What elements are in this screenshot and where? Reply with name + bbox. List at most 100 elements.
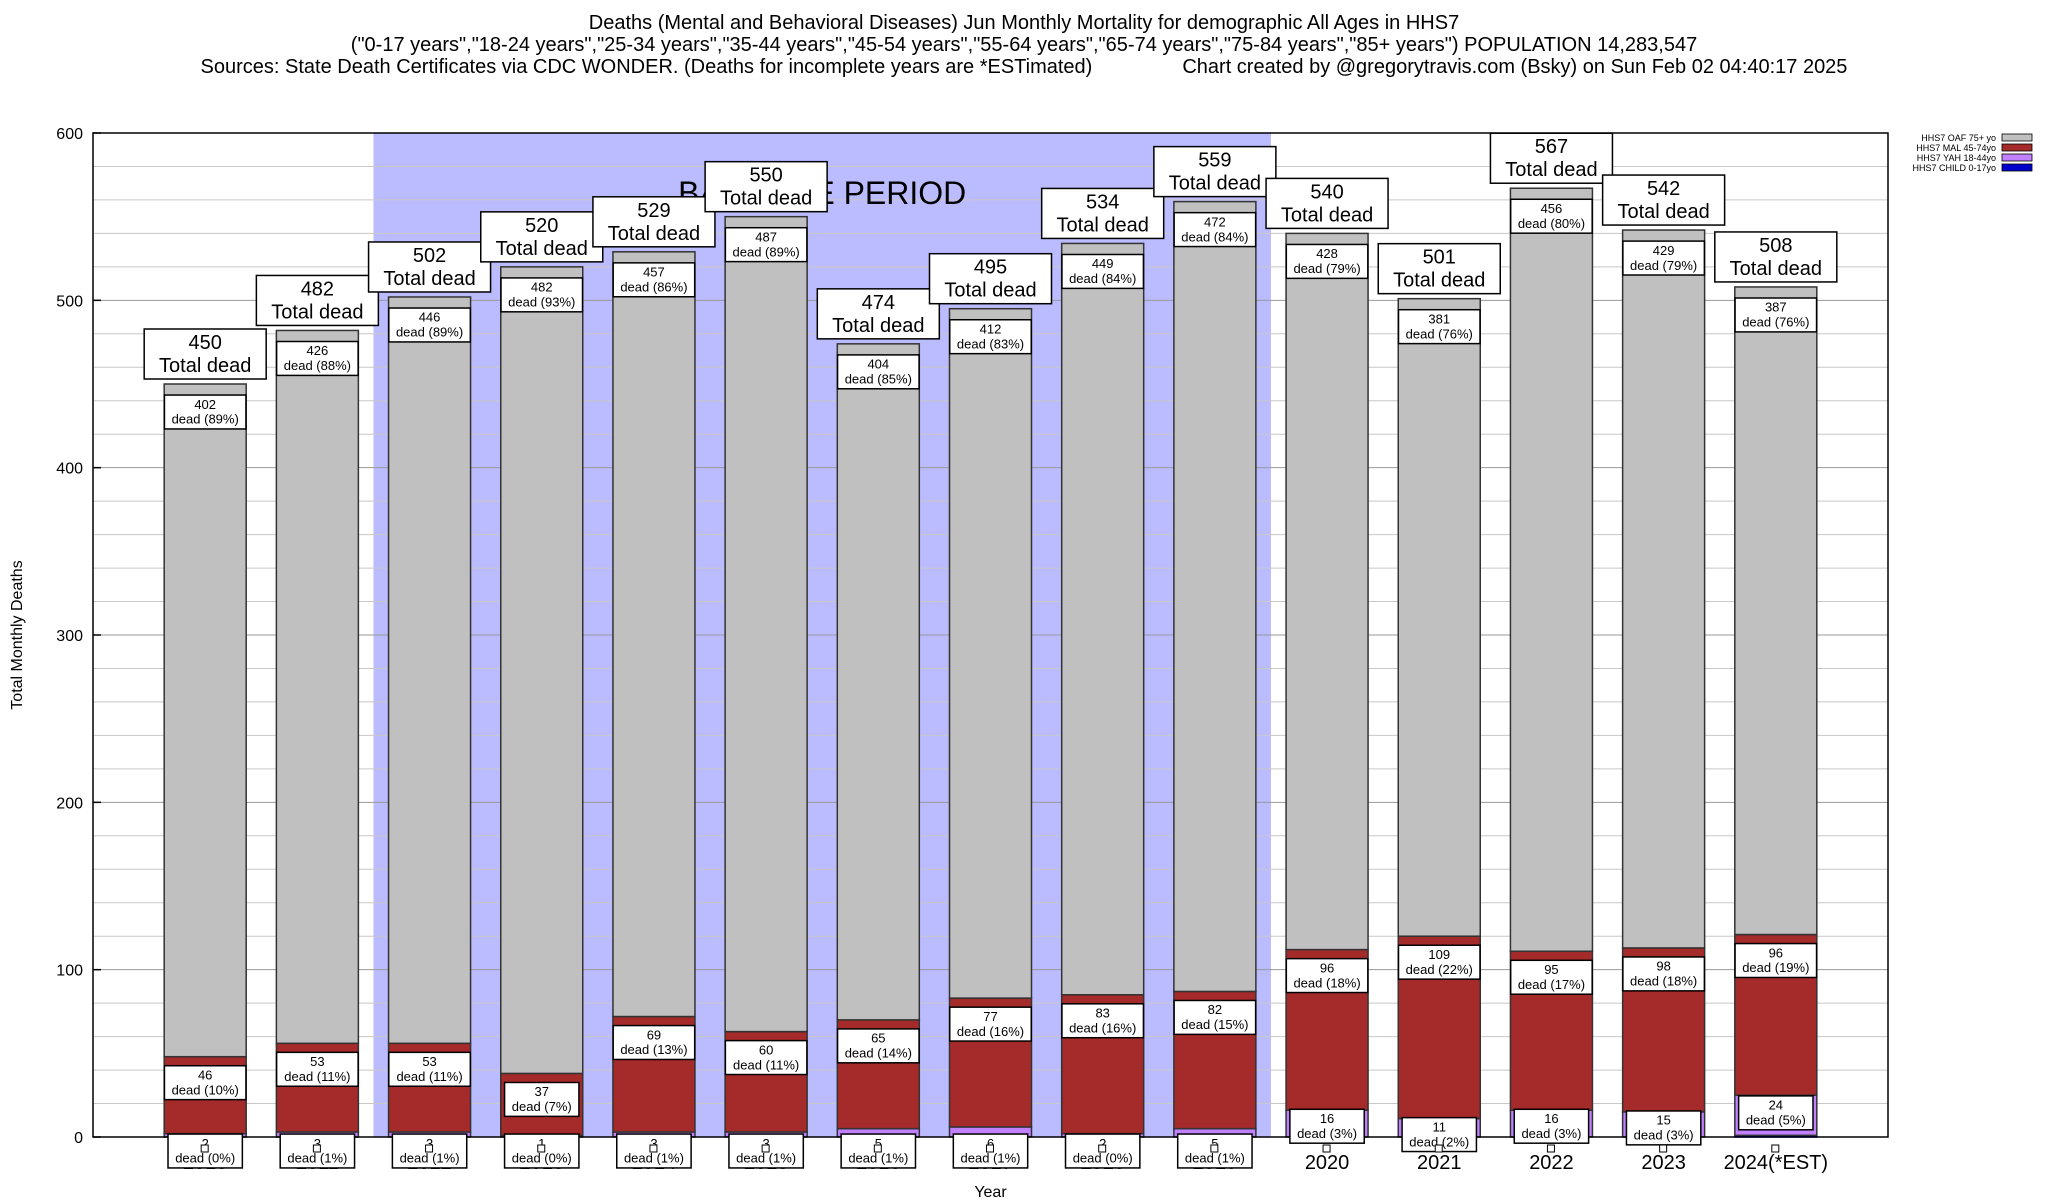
- child-marker: [649, 1144, 658, 1153]
- oaf-label-box: [1173, 211, 1257, 248]
- oaf-label-box: [1734, 297, 1818, 333]
- youth-label-text: 24: [1769, 1098, 1783, 1113]
- youth-label-box: [503, 1133, 580, 1169]
- oaf-label-text: 446: [419, 310, 441, 325]
- mal-label-text: dead (17%): [1518, 977, 1585, 992]
- total-label-text: Total dead: [1281, 204, 1373, 226]
- youth-label-text: dead (1%): [400, 1151, 460, 1166]
- child-marker: [1098, 1144, 1107, 1153]
- x-axis-label: Year: [974, 1184, 1007, 1200]
- x-tick-label: 2020: [1305, 1152, 1350, 1174]
- chart-title: Deaths (Mental and Behavioral Diseases) …: [588, 12, 1460, 34]
- legend-swatch: [2001, 153, 2033, 162]
- mal-label-text: dead (22%): [1406, 962, 1473, 977]
- oaf-label-text: dead (88%): [284, 358, 351, 373]
- oaf-label-box: [1509, 198, 1593, 234]
- oaf-label-text: dead (84%): [1069, 271, 1136, 286]
- mal-label-text: dead (11%): [284, 1069, 350, 1084]
- bar-segment-oaf: [275, 329, 360, 1045]
- legend-swatch: [2001, 133, 2033, 142]
- legend-swatch: [2001, 143, 2033, 152]
- mal-label-box: [1397, 944, 1481, 980]
- total-label-box: [704, 160, 828, 213]
- total-label-text: 559: [1198, 150, 1231, 172]
- child-marker: [873, 1144, 882, 1153]
- oaf-label-text: 426: [307, 343, 329, 358]
- total-label-box: [480, 211, 604, 263]
- oaf-label-text: dead (89%): [172, 412, 239, 427]
- oaf-label-box: [500, 277, 584, 313]
- total-label-text: 540: [1310, 181, 1343, 203]
- oaf-label-box: [836, 354, 920, 390]
- oaf-label-box: [163, 394, 247, 430]
- chart-header: Deaths (Mental and Behavioral Diseases) …: [0, 12, 2048, 78]
- y-tick-label: 200: [56, 795, 83, 812]
- mal-label-box: [1285, 957, 1369, 994]
- oaf-label-text: 412: [980, 321, 1002, 336]
- oaf-label-text: dead (86%): [620, 280, 687, 295]
- youth-label-text: 3: [763, 1136, 770, 1151]
- bar-segment-oaf: [387, 296, 472, 1045]
- youth-label-box: [1289, 1108, 1365, 1144]
- oaf-label-text: dead (93%): [508, 295, 575, 310]
- youth-label-text: 2: [202, 1136, 209, 1151]
- mal-label-text: dead (13%): [620, 1042, 687, 1057]
- mal-label-text: dead (15%): [1181, 1017, 1248, 1032]
- total-label-text: Total dead: [1505, 159, 1597, 181]
- youth-label-text: 5: [875, 1136, 882, 1151]
- youth-label-text: dead (1%): [961, 1151, 1021, 1166]
- oaf-label-text: dead (76%): [1406, 326, 1473, 341]
- chart-subtitle: ("0-17 years","18-24 years","25-34 years…: [350, 34, 1698, 56]
- youth-label-text: dead (0%): [512, 1151, 572, 1166]
- total-label-text: 474: [862, 292, 895, 314]
- total-label-text: 501: [1423, 247, 1456, 269]
- oaf-label-text: 457: [643, 265, 665, 280]
- youth-label-text: 3: [314, 1136, 321, 1151]
- bar-segment-oaf: [1173, 200, 1257, 993]
- mal-label-text: 69: [647, 1027, 661, 1042]
- bar-segment-oaf: [1734, 286, 1818, 936]
- oaf-label-text: 482: [531, 280, 553, 295]
- mal-label-text: 96: [1320, 960, 1334, 975]
- child-marker: [761, 1144, 770, 1153]
- oaf-label-text: 402: [194, 397, 216, 412]
- youth-label-text: dead (5%): [1746, 1113, 1806, 1128]
- child-marker: [1322, 1144, 1331, 1153]
- youth-label-text: dead (1%): [1185, 1151, 1245, 1166]
- youth-label-text: 15: [1656, 1113, 1670, 1128]
- oaf-label-text: dead (89%): [396, 325, 463, 340]
- oaf-label-box: [1622, 240, 1706, 276]
- bar-segment-oaf: [724, 215, 808, 1033]
- youth-label-text: dead (1%): [736, 1151, 796, 1166]
- child-marker: [537, 1144, 546, 1153]
- bar-segment-oaf: [1285, 232, 1369, 951]
- total-label-box: [1040, 187, 1165, 240]
- total-label-text: 495: [974, 257, 1007, 279]
- total-label-text: Total dead: [944, 280, 1036, 302]
- chart-sources: Sources: State Death Certificates via CD…: [200, 56, 1093, 78]
- total-label-box: [592, 196, 716, 248]
- child-marker: [1546, 1144, 1555, 1153]
- mal-label-text: 65: [871, 1031, 885, 1046]
- mal-label-text: 60: [759, 1042, 773, 1057]
